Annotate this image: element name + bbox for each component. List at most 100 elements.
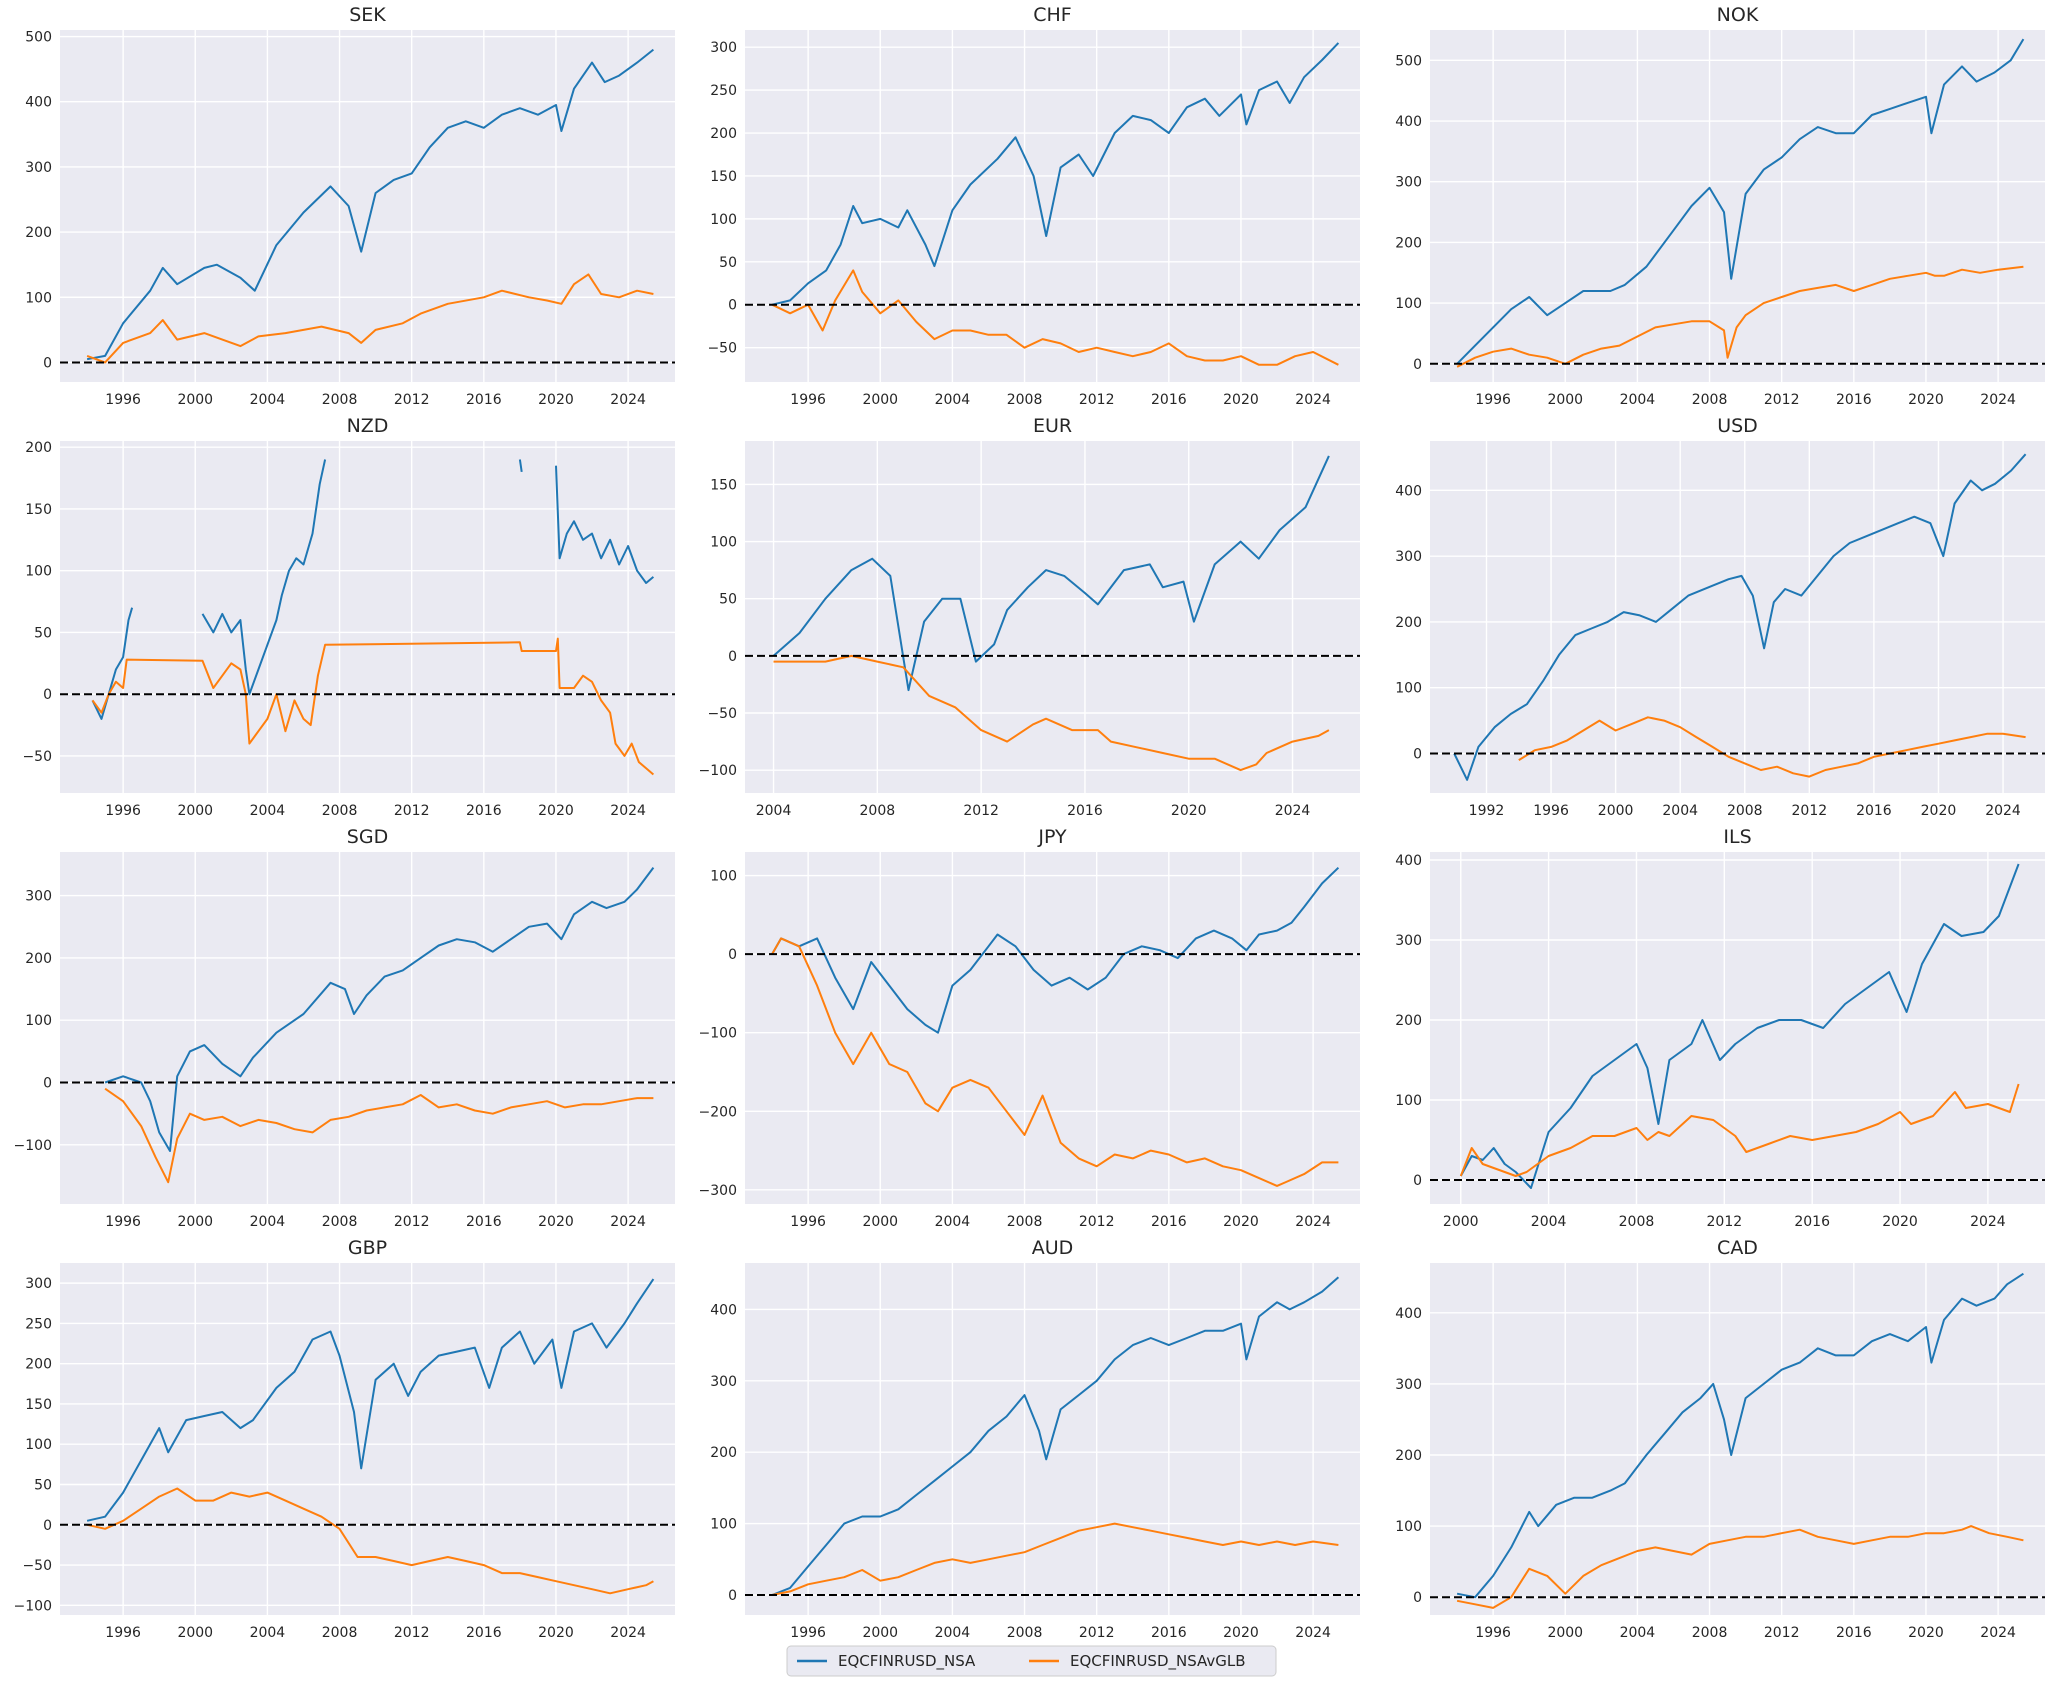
y-tick-label: 50 bbox=[34, 1478, 52, 1494]
series-group bbox=[1456, 1272, 2024, 1609]
y-tick-label: 100 bbox=[25, 564, 52, 580]
panel-aud: 1996 2000 2004 2008 2012 2016 2020 2024 0 100 200 3… bbox=[710, 1237, 1360, 1641]
x-tick-label: 2008 bbox=[322, 803, 358, 819]
y-tick-label: 200 bbox=[1395, 615, 1422, 631]
x-tick-label: 2024 bbox=[1970, 1214, 2006, 1230]
x-tick-label: 2020 bbox=[1908, 392, 1944, 408]
y-tick-label: 250 bbox=[25, 1316, 52, 1332]
y-tick-label: 200 bbox=[25, 225, 52, 241]
plot-area bbox=[745, 441, 1360, 793]
x-tick-label: 2008 bbox=[1692, 1625, 1728, 1641]
x-tick-label: 2012 bbox=[1764, 392, 1800, 408]
x-tick-label: 2016 bbox=[1836, 392, 1872, 408]
x-tick-label: 2020 bbox=[1223, 1625, 1259, 1641]
y-tick-label: 0 bbox=[43, 1518, 52, 1534]
x-tick-label: 2024 bbox=[610, 1214, 646, 1230]
y-tick-label: −300 bbox=[699, 1183, 737, 1199]
panels: 1996 2000 2004 2008 2012 2016 2020 202401002003… bbox=[14, 4, 2045, 1641]
x-tick-label: 1992 bbox=[1469, 803, 1505, 819]
x-tick-label: 2008 bbox=[1727, 803, 1763, 819]
panel-title: CAD bbox=[1717, 1237, 1758, 1259]
panel-gbp: 1996 2000 2004 2008 2012 2016 2020 2024 −100 −50 0… bbox=[14, 1237, 675, 1641]
x-tick-label: 2024 bbox=[610, 392, 646, 408]
x-tick-label: 2012 bbox=[394, 803, 430, 819]
series-line-eqcfinrusd-nsavglb bbox=[86, 1487, 654, 1595]
x-tick-label: 2016 bbox=[466, 1214, 502, 1230]
y-tick-label: 0 bbox=[728, 1588, 737, 1604]
y-tick-label: −100 bbox=[699, 763, 737, 779]
series-group bbox=[91, 459, 655, 776]
x-tick-label: 2008 bbox=[1619, 1214, 1655, 1230]
series-line-eqcfinrusd-nsavglb bbox=[86, 273, 654, 364]
x-tick-label: 2020 bbox=[1171, 803, 1207, 819]
series-line-eqcfinrusd-nsa bbox=[1453, 453, 2027, 781]
plot-area bbox=[1430, 441, 2045, 793]
x-tick-label: 1996 bbox=[1533, 803, 1569, 819]
x-tick-label: 2012 bbox=[1792, 803, 1828, 819]
x-tick-label: 2004 bbox=[1620, 1625, 1656, 1641]
x-tick-label: 2020 bbox=[538, 392, 574, 408]
x-tick-label: 2020 bbox=[1223, 392, 1259, 408]
series-line-eqcfinrusd-nsa bbox=[771, 866, 1340, 1034]
series-group bbox=[86, 1278, 655, 1595]
y-tick-label: 0 bbox=[43, 1076, 52, 1092]
x-tick-label: 2020 bbox=[1908, 1625, 1944, 1641]
plot-area bbox=[60, 30, 675, 382]
y-tick-label: 100 bbox=[25, 1437, 52, 1453]
x-tick-label: 1996 bbox=[105, 1214, 141, 1230]
series-line-eqcfinrusd-nsavglb bbox=[771, 269, 1339, 366]
y-tick-label: 100 bbox=[710, 1517, 737, 1533]
y-tick-label: 0 bbox=[1413, 1173, 1422, 1189]
x-tick-label: 2000 bbox=[177, 1625, 213, 1641]
y-tick-label: 0 bbox=[1413, 1590, 1422, 1606]
y-tick-label: 0 bbox=[728, 947, 737, 963]
panel-eur: 2004 2008 2012 2016 2020 2024 −100 −50 0 50 100 150… bbox=[699, 415, 1360, 819]
x-tick-label: 2004 bbox=[1620, 392, 1656, 408]
x-tick-label: 2024 bbox=[1295, 392, 1331, 408]
y-tick-label: 300 bbox=[710, 40, 737, 56]
series-line-eqcfinrusd-nsavglb bbox=[771, 1522, 1339, 1596]
y-tick-label: 0 bbox=[728, 298, 737, 314]
panel-title: ILS bbox=[1723, 826, 1751, 848]
y-tick-label: 0 bbox=[728, 649, 737, 665]
x-tick-label: 2008 bbox=[322, 1214, 358, 1230]
x-tick-label: 2000 bbox=[1547, 392, 1583, 408]
x-tick-label: 2000 bbox=[1598, 803, 1634, 819]
y-tick-label: 400 bbox=[1395, 1306, 1422, 1322]
y-tick-label: 400 bbox=[1395, 114, 1422, 130]
x-tick-label: 2004 bbox=[250, 1214, 286, 1230]
x-tick-label: 2024 bbox=[1275, 803, 1311, 819]
y-tick-label: 300 bbox=[710, 1374, 737, 1390]
y-tick-label: 300 bbox=[1395, 933, 1422, 949]
y-tick-label: 250 bbox=[710, 83, 737, 99]
y-tick-label: 0 bbox=[1413, 747, 1422, 763]
y-tick-label: 50 bbox=[719, 255, 737, 271]
series-group bbox=[772, 455, 1330, 772]
panel-title: CHF bbox=[1033, 4, 1071, 26]
y-tick-label: 100 bbox=[1395, 1093, 1422, 1109]
y-tick-label: 50 bbox=[34, 625, 52, 641]
x-tick-label: 2016 bbox=[466, 392, 502, 408]
x-tick-label: 2000 bbox=[1443, 1214, 1479, 1230]
panel-title: NZD bbox=[347, 415, 389, 437]
x-tick-label: 2016 bbox=[1151, 392, 1187, 408]
panel-nok: 1996 2000 2004 2008 2012 2016 2020 2024 0 100 200 3… bbox=[1395, 4, 2045, 408]
x-tick-label: 1996 bbox=[790, 1625, 826, 1641]
series-group bbox=[1459, 863, 2020, 1189]
x-tick-label: 2000 bbox=[177, 803, 213, 819]
y-tick-label: 200 bbox=[1395, 235, 1422, 251]
plot-area bbox=[745, 852, 1360, 1204]
x-tick-label: 2012 bbox=[963, 803, 999, 819]
x-tick-label: 2012 bbox=[394, 1625, 430, 1641]
y-tick-label: 200 bbox=[710, 1445, 737, 1461]
x-tick-label: 2012 bbox=[1764, 1625, 1800, 1641]
y-tick-label: −100 bbox=[14, 1138, 52, 1154]
plot-area bbox=[1430, 30, 2045, 382]
y-tick-label: 200 bbox=[1395, 1448, 1422, 1464]
panel-title: SEK bbox=[349, 4, 386, 26]
x-tick-label: 2008 bbox=[322, 392, 358, 408]
series-line-eqcfinrusd-nsa bbox=[771, 42, 1340, 306]
plot-area bbox=[60, 441, 675, 793]
x-tick-label: 2004 bbox=[250, 1625, 286, 1641]
x-tick-label: 2020 bbox=[1882, 1214, 1918, 1230]
